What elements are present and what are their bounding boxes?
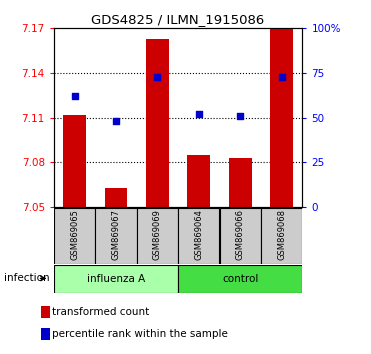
Bar (229, 158, 252, 207)
Bar (95, 208, 137, 264)
Point (196, 111, 202, 117)
Bar (270, 28, 293, 207)
Text: GSM869067: GSM869067 (111, 209, 121, 260)
Bar (146, 39, 169, 207)
Bar (54, 265, 178, 293)
Bar (63, 115, 86, 207)
Text: infection: infection (4, 273, 50, 284)
Text: influenza A: influenza A (87, 274, 145, 284)
Bar (40, 327, 50, 341)
Text: GSM869066: GSM869066 (236, 209, 245, 260)
Point (279, 74, 285, 79)
Point (72, 93, 78, 99)
Bar (105, 188, 127, 207)
Text: control: control (222, 274, 259, 284)
Bar (187, 155, 210, 207)
Bar (137, 208, 178, 264)
Point (154, 74, 160, 79)
Bar (178, 265, 302, 293)
Text: GSM869068: GSM869068 (277, 209, 286, 260)
Point (237, 113, 243, 119)
Title: GDS4825 / ILMN_1915086: GDS4825 / ILMN_1915086 (92, 13, 265, 26)
Bar (40, 306, 50, 318)
Bar (220, 208, 261, 264)
Text: transformed count: transformed count (52, 307, 150, 317)
Bar (261, 208, 302, 264)
Bar (54, 208, 95, 264)
Text: percentile rank within the sample: percentile rank within the sample (52, 329, 228, 339)
Text: GSM869064: GSM869064 (194, 209, 203, 260)
Text: GSM869065: GSM869065 (70, 209, 79, 260)
Bar (178, 208, 219, 264)
Point (113, 119, 119, 124)
Text: GSM869069: GSM869069 (153, 209, 162, 260)
